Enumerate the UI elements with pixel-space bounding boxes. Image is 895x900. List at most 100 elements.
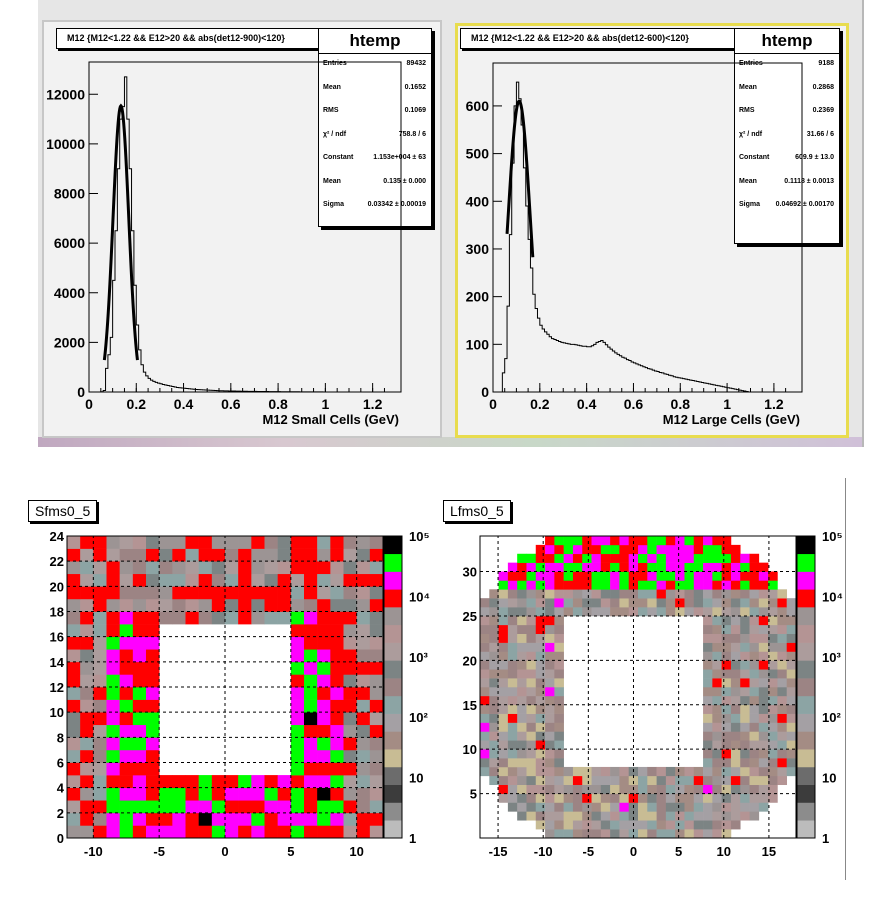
heatmap-cell — [498, 598, 509, 608]
heatmap-cell — [80, 737, 94, 751]
heatmap-cell — [786, 758, 797, 768]
heatmap-cell — [264, 775, 278, 788]
heatmap-cell — [277, 586, 292, 600]
heatmap-cell — [721, 607, 732, 617]
heatmap-cell — [721, 784, 732, 794]
heatmap-cell — [749, 793, 760, 803]
y-tick-label: 500 — [466, 146, 490, 162]
heatmap-cell — [304, 536, 318, 549]
heatmap-cell — [238, 561, 252, 575]
stats-value: 609.9 ± 13.0 — [795, 154, 834, 161]
heatmap-cell — [545, 820, 555, 830]
heatmap-cell — [554, 553, 564, 563]
heatmap-cell — [251, 825, 265, 839]
heatmap-cell — [554, 678, 564, 688]
color-scale-label: 10⁵ — [409, 529, 430, 544]
heatmap-cell — [119, 674, 134, 688]
heatmap-cell — [304, 724, 318, 738]
heatmap-cell — [768, 749, 778, 759]
heatmap-cell — [343, 586, 357, 600]
heatmap-cell — [703, 678, 713, 688]
heatmap-cell — [656, 820, 667, 830]
heatmap-cell — [712, 607, 722, 617]
heatmap-cell — [480, 695, 490, 706]
heatmap-cell — [786, 713, 797, 723]
heatmap-cell — [277, 573, 292, 587]
heatmap-cell — [489, 615, 499, 626]
heatmap-cell — [777, 722, 788, 732]
heatmap-cell — [545, 829, 555, 839]
heatmap-cell — [768, 624, 778, 635]
heatmap-cell — [198, 586, 213, 600]
x-tick-label: 1 — [723, 396, 731, 412]
heatmap-cell — [517, 571, 527, 581]
heatmap-cell — [675, 589, 685, 599]
heatmap-cell — [172, 561, 186, 575]
heatmap-cell — [600, 811, 611, 821]
heatmap-cell — [172, 611, 186, 625]
stats-box[interactable]: htemp Entries 9188 Mean 0.2868 RMS 0.2369 χ² /… — [734, 28, 840, 244]
heatmap-cell — [740, 802, 750, 812]
color-scale-label: 10² — [822, 710, 841, 725]
heatmap-cell — [526, 766, 537, 777]
heatmap-cell — [758, 669, 769, 679]
heatmap-cell — [526, 562, 537, 572]
stats-box[interactable]: htemp Entries 89432 Mean 0.1652 RMS 0.1069 χ² … — [318, 28, 432, 227]
heatmap-cell — [304, 661, 318, 675]
heatmap-cell — [535, 598, 546, 608]
heatmap-cell — [304, 775, 318, 788]
y-tick-label: 20 — [50, 579, 64, 594]
heatmap-cell — [703, 580, 713, 590]
heatmap-cell — [684, 811, 695, 821]
heatmap-cell — [721, 802, 732, 812]
heatmap-cell — [369, 573, 384, 587]
heatmap-cell — [517, 562, 527, 572]
heatmap-cell — [563, 775, 574, 786]
heatmap-cell — [225, 548, 239, 562]
stats-box-name: htemp — [735, 29, 839, 54]
heatmap-cell — [628, 829, 639, 839]
heatmap-cell — [712, 793, 722, 803]
heatmap-cell — [369, 598, 384, 612]
heatmap-cell — [489, 713, 499, 723]
heatmap-cell — [317, 536, 331, 549]
heatmap-cell — [554, 536, 564, 546]
heatmap-cell — [535, 633, 546, 643]
heatmap-cell — [758, 589, 769, 599]
heatmap-cell — [730, 615, 741, 626]
heatmap-cell — [721, 704, 732, 714]
heatmap-cell — [480, 660, 490, 670]
heatmap-cell — [132, 724, 147, 738]
stats-key: Mean — [739, 83, 757, 91]
heatmap-cell — [740, 633, 750, 643]
heatmap-cell — [526, 615, 537, 626]
heatmap-cell — [535, 544, 546, 555]
x-tick-label: 0.4 — [174, 396, 194, 412]
heatmap-cell — [317, 724, 331, 738]
heatmap-cell — [317, 649, 331, 663]
heatmap-cell — [93, 674, 107, 688]
heatmap-cell — [356, 687, 371, 700]
stats-value: 0.1652 — [404, 83, 426, 91]
heatmap-cell — [721, 731, 732, 741]
heatmap-cell — [93, 536, 107, 549]
heatmap-cell — [80, 687, 94, 700]
color-scale-swatch — [384, 749, 402, 768]
heatmap-cell — [526, 553, 537, 563]
heatmap-cell — [507, 722, 518, 732]
heatmap-cell — [703, 820, 713, 830]
heatmap-cell — [507, 713, 518, 723]
heatmap-cell — [721, 615, 732, 626]
heatmap-cell — [777, 749, 788, 759]
stats-value: 0.1118 ± 0.0013 — [784, 177, 834, 185]
heatmap-cell — [554, 687, 564, 697]
y-tick-label: 0 — [57, 831, 64, 846]
heatmap-cell — [489, 642, 499, 652]
heatmap-cell — [749, 651, 760, 661]
heatmap-cell — [712, 598, 722, 608]
heatmap-cell — [317, 762, 331, 776]
heatmap-cell — [225, 598, 239, 612]
heatmap-cell — [172, 800, 186, 814]
stats-row: χ² / ndf 31.66 / 6 — [735, 125, 839, 149]
heatmap-cell — [619, 793, 630, 803]
